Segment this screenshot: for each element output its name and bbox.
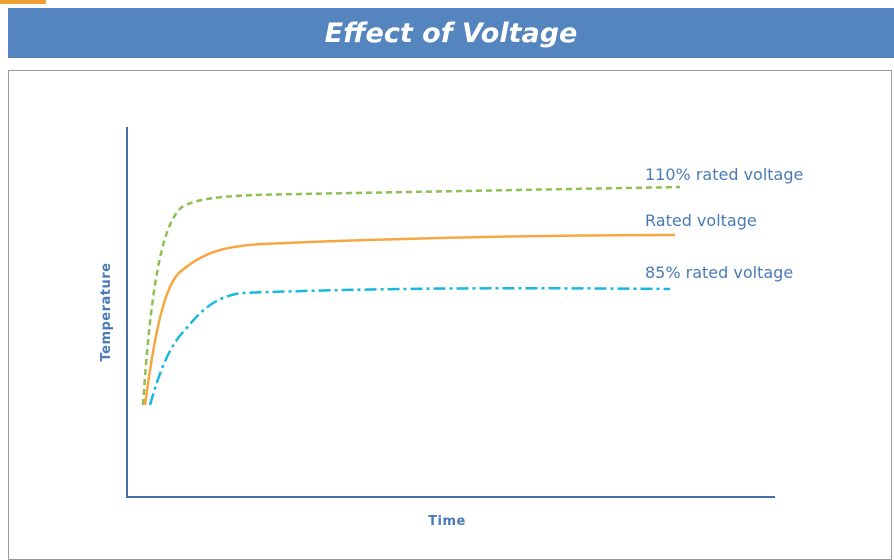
title: Effect of Voltage	[324, 17, 578, 49]
figure-tab	[0, 0, 46, 4]
curve-label: Rated voltage	[645, 211, 757, 230]
curve-110	[141, 185, 681, 406]
x-axis-label: Time	[428, 514, 466, 529]
y-axis-label: Temperature	[99, 262, 114, 361]
curve-label: 110% rated voltage	[645, 165, 803, 184]
curve-rated	[143, 233, 676, 406]
header-bar: Effect of Voltage	[8, 8, 894, 58]
curve-85	[148, 286, 671, 406]
curve-label: 85% rated voltage	[645, 263, 793, 282]
